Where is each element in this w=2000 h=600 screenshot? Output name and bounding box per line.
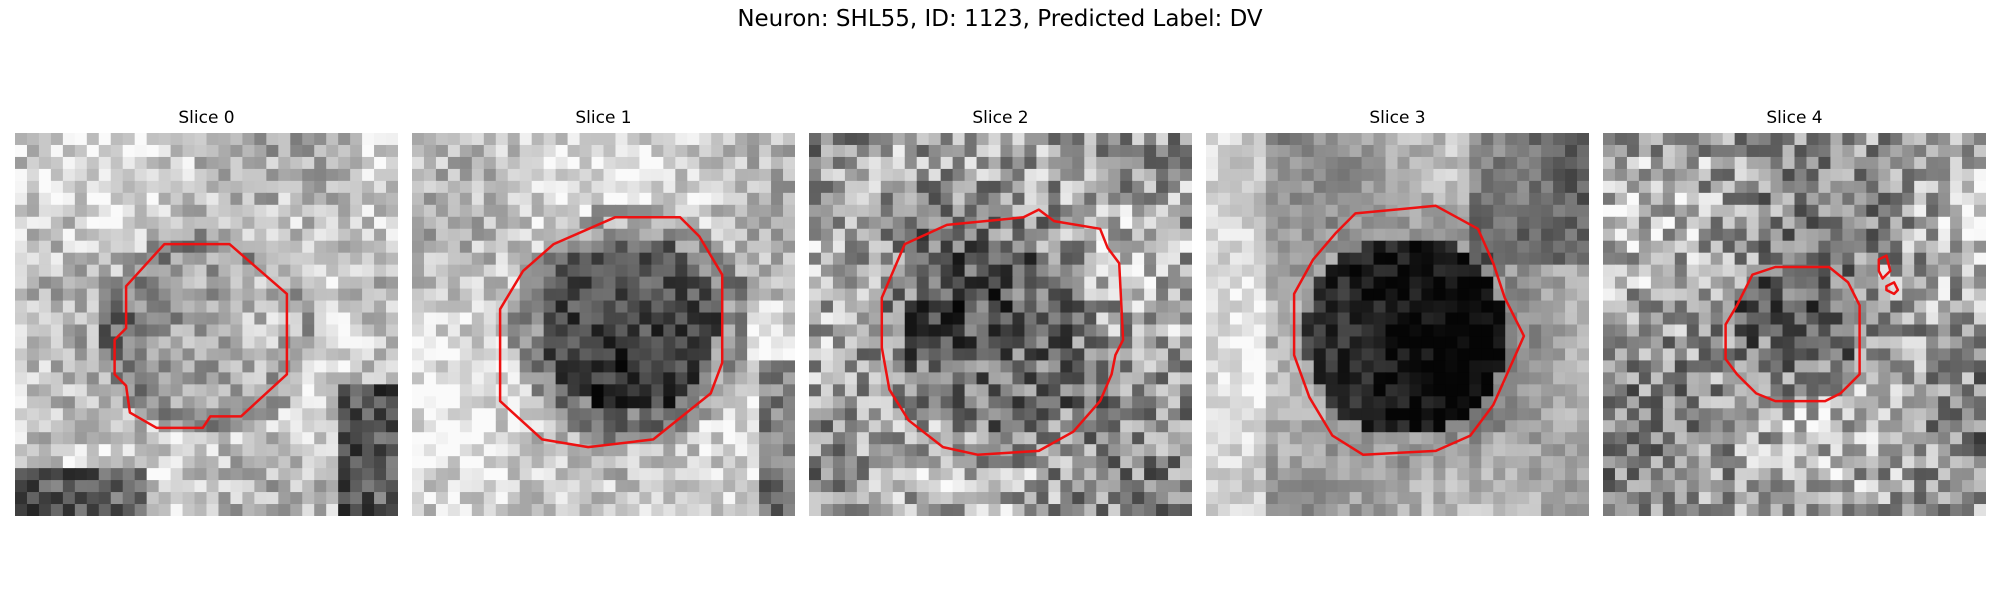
slice-panel-0: Slice 0 (15, 0, 398, 600)
segmentation-contour-fragment (1877, 254, 1892, 280)
segmentation-contour (880, 208, 1125, 456)
slice-image-4 (1603, 133, 1986, 516)
slice-image-0 (15, 133, 398, 516)
slice-title-1: Slice 1 (575, 108, 632, 128)
segmentation-contour (113, 242, 289, 430)
slice-panel-1: Slice 1 (412, 0, 795, 600)
segmentation-contour (1724, 265, 1861, 403)
slice-title-3: Slice 3 (1369, 108, 1426, 128)
slice-title-0: Slice 0 (178, 108, 235, 128)
figure-title: Neuron: SHL55, ID: 1123, Predicted Label… (737, 6, 1263, 32)
slice-panel-3: Slice 3 (1206, 0, 1589, 600)
slice-image-1 (412, 133, 795, 516)
slice-panel-4: Slice 4 (1603, 0, 1986, 600)
slice-image-3 (1206, 133, 1589, 516)
slice-image-2 (809, 133, 1192, 516)
segmentation-contour-fragment (1885, 281, 1900, 296)
slice-title-4: Slice 4 (1766, 108, 1823, 128)
slice-panel-2: Slice 2 (809, 0, 1192, 600)
segmentation-contour (498, 216, 724, 449)
segmentation-contour (1292, 204, 1526, 456)
slice-title-2: Slice 2 (972, 108, 1029, 128)
